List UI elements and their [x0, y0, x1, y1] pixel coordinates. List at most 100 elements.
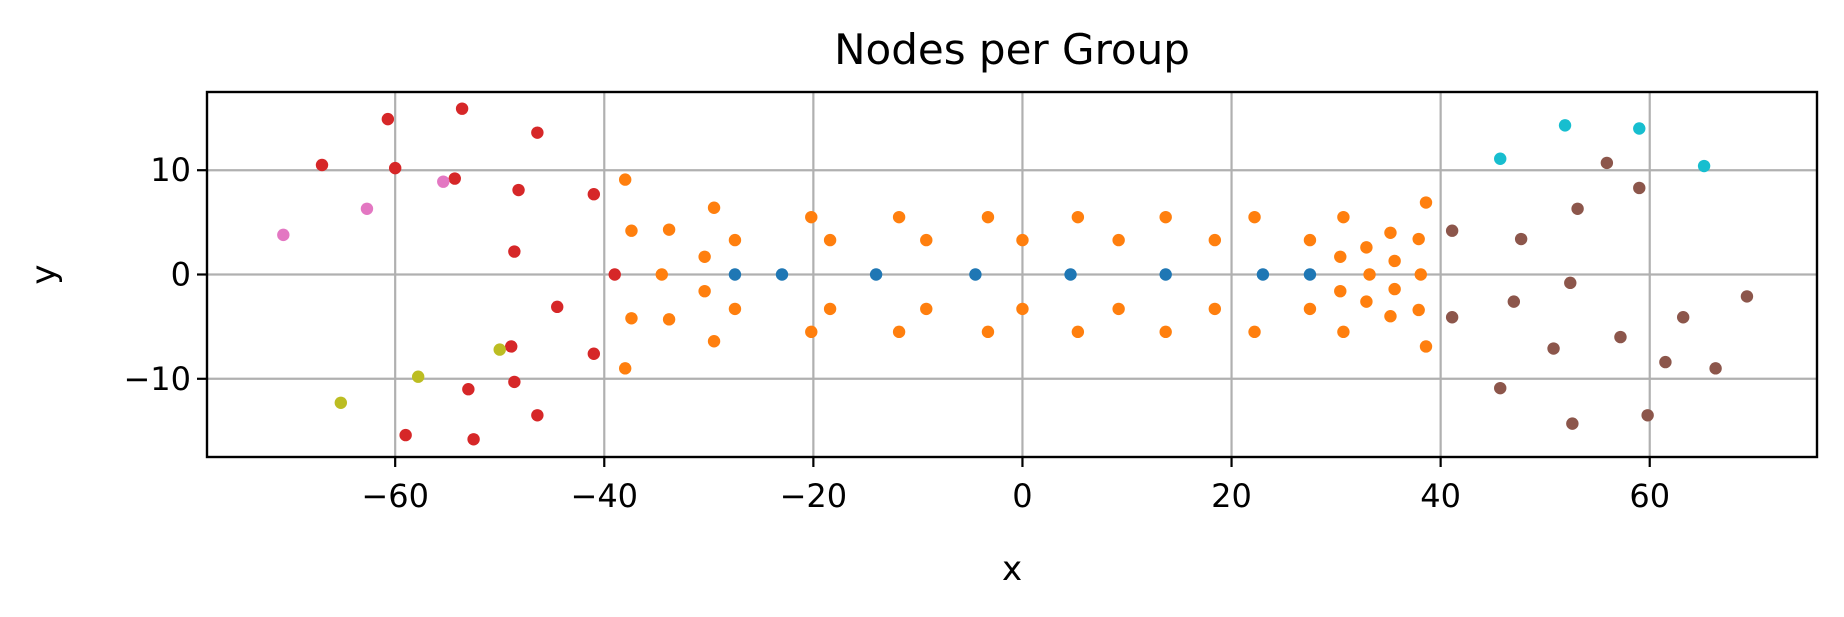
data-point [1303, 268, 1317, 281]
data-point [775, 268, 789, 281]
x-tick-label: 40 [1420, 477, 1461, 515]
data-point [920, 233, 933, 247]
data-point [662, 223, 676, 236]
data-point [1514, 232, 1528, 246]
data-point [1303, 233, 1317, 247]
x-tick-label: −60 [361, 477, 429, 515]
data-point [1676, 311, 1690, 324]
data-point [707, 201, 721, 214]
data-point [1248, 210, 1261, 224]
data-point [512, 183, 525, 197]
data-point [698, 250, 711, 263]
data-point [625, 224, 638, 237]
data-point [388, 161, 402, 175]
data-point [1208, 233, 1222, 247]
data-point [531, 409, 544, 422]
data-point [981, 210, 995, 224]
data-point [411, 370, 425, 383]
data-point [1112, 302, 1125, 316]
data-point [1159, 268, 1172, 281]
data-point [1709, 362, 1722, 375]
data-point [1494, 381, 1507, 395]
data-point [728, 302, 742, 316]
data-point [1564, 276, 1577, 290]
y-axis-label: y [24, 264, 64, 284]
data-point [1334, 284, 1347, 298]
data-point [625, 312, 638, 325]
data-point [1064, 268, 1077, 281]
data-point [805, 210, 818, 224]
data-point [1388, 254, 1401, 268]
data-point [805, 325, 818, 339]
data-point [1614, 330, 1627, 344]
data-point [508, 375, 521, 389]
data-point [1360, 241, 1373, 254]
data-point [315, 158, 329, 172]
data-point [1414, 268, 1427, 281]
data-point [587, 347, 601, 360]
data-point [1256, 268, 1270, 281]
data-point [455, 102, 469, 115]
data-point [334, 396, 348, 409]
data-point [1303, 302, 1317, 316]
data-point [399, 428, 412, 442]
data-point [823, 233, 837, 247]
data-point [381, 112, 395, 126]
data-point [608, 268, 621, 281]
data-point [1208, 302, 1222, 316]
data-point [462, 383, 475, 396]
data-point [969, 268, 982, 281]
x-tick-label: 0 [1012, 477, 1032, 515]
x-tick-label: 20 [1211, 477, 1252, 515]
data-point [1507, 295, 1521, 308]
grid-layer [207, 92, 1817, 457]
data-point [1360, 295, 1373, 308]
data-point [1337, 210, 1350, 224]
data-point [448, 172, 461, 185]
data-point [1112, 233, 1125, 247]
data-point [707, 335, 721, 348]
data-point [1384, 226, 1397, 239]
data-point [1419, 196, 1433, 209]
data-point [1337, 325, 1350, 339]
data-point [1334, 250, 1347, 263]
data-point [1566, 417, 1579, 430]
data-point [1412, 232, 1425, 246]
data-point [360, 202, 374, 215]
data-point [437, 175, 450, 188]
data-point [618, 362, 632, 375]
data-point [1659, 355, 1672, 369]
data-point [728, 233, 742, 247]
data-point [1071, 325, 1085, 339]
data-point [662, 313, 676, 326]
data-point [1445, 311, 1459, 324]
points-layer [277, 102, 1754, 446]
data-point [1641, 409, 1654, 422]
y-tick-label: −10 [123, 360, 191, 398]
data-point [920, 302, 933, 316]
data-point [892, 210, 906, 224]
data-point [531, 126, 544, 139]
data-point [1248, 325, 1261, 339]
x-axis-label: x [1002, 549, 1022, 589]
data-point [1547, 342, 1560, 355]
chart-title: Nodes per Group [834, 25, 1190, 74]
data-point [981, 325, 995, 339]
data-point [1419, 340, 1433, 353]
data-point [1633, 122, 1646, 135]
data-point [467, 433, 480, 446]
data-point [493, 343, 506, 356]
y-tick-label: 10 [150, 151, 191, 189]
data-point [823, 302, 837, 316]
data-point [728, 268, 742, 281]
data-point [1740, 290, 1754, 303]
data-point [1494, 152, 1507, 165]
data-point [1600, 156, 1614, 170]
data-point [1016, 302, 1029, 316]
data-point [587, 188, 601, 201]
data-point [1159, 325, 1172, 339]
data-point [505, 340, 518, 353]
data-point [1071, 210, 1085, 224]
data-point [1697, 159, 1711, 173]
